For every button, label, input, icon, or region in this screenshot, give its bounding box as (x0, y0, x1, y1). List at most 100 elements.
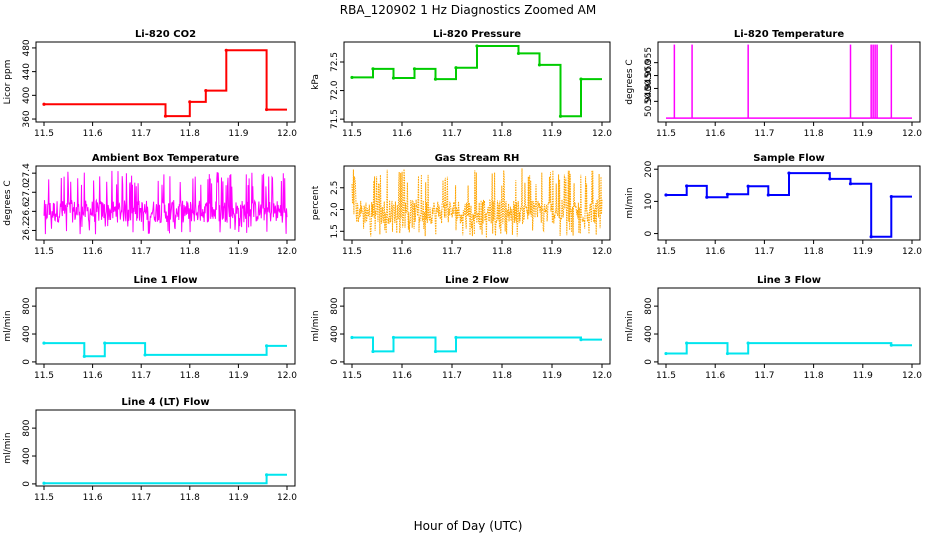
plot-frame (35, 287, 296, 365)
chart-panel: Ambient Box Temperature 11.5 11.6 11.7 11.8 1… (3, 153, 297, 257)
y-axis-label: Licor ppm (3, 60, 13, 105)
y-tick-label: 0 (22, 359, 32, 365)
series-point (103, 341, 107, 345)
series-point (163, 114, 168, 118)
x-tick-label: 11.9 (228, 247, 248, 257)
series-line (351, 168, 603, 238)
x-tick-label: 11.6 (705, 371, 725, 381)
x-tick-label: 11.8 (804, 129, 824, 139)
plot-frame (343, 287, 611, 365)
y-tick-label: 1.5 (330, 224, 340, 238)
series-point (42, 341, 46, 345)
panels: Li-820 CO2 11.5 11.6 11.7 11.8 11.9 12.0 360 400… (3, 29, 922, 503)
x-tick-label: 11.9 (853, 371, 873, 381)
y-tick-label: 50.945 (644, 73, 654, 105)
y-tick-label: 72.0 (330, 80, 340, 100)
y-tick-label: 480 (22, 39, 32, 56)
series-point (579, 77, 583, 81)
panel-title: Line 2 Flow (445, 275, 509, 286)
x-tick-label: 11.9 (542, 371, 562, 381)
series-point (746, 184, 750, 188)
series-point (869, 235, 873, 239)
x-tick-label: 12.0 (902, 247, 922, 257)
series-point (889, 194, 893, 199)
series-point (685, 184, 689, 188)
y-tick-label: 0 (22, 481, 32, 487)
x-tick-label: 11.6 (705, 247, 725, 257)
x-tick-label: 11.6 (705, 129, 725, 139)
series-point (746, 341, 750, 345)
y-tick-label: 2.5 (330, 181, 340, 195)
y-axis-label: degrees C (3, 180, 13, 225)
x-tick-label: 11.7 (442, 247, 462, 257)
x-tick-label: 11.7 (442, 129, 462, 139)
y-tick-label: 400 (22, 325, 32, 342)
y-axis-label: ml/min (625, 187, 635, 218)
series-point (725, 192, 730, 196)
y-axis-label: ml/min (3, 432, 13, 463)
x-tick-label: 11.9 (542, 129, 562, 139)
plot-frame (657, 41, 921, 123)
panel-title: Line 1 Flow (134, 275, 198, 286)
series-point (433, 77, 438, 81)
chart-panel: Li-820 CO2 11.5 11.6 11.7 11.8 11.9 12.0 360 400… (3, 29, 297, 139)
y-tick-label: 400 (22, 86, 32, 103)
y-tick-label: 200 (644, 160, 654, 177)
x-tick-label: 11.5 (342, 129, 362, 139)
y-tick-label: 800 (330, 297, 340, 314)
series-point (558, 114, 563, 118)
panel-title: Li-820 Temperature (734, 29, 844, 40)
series-point (664, 351, 668, 356)
x-tick-label: 11.5 (34, 371, 54, 381)
x-tick-label: 11.5 (34, 493, 54, 503)
x-tick-label: 11.7 (754, 247, 774, 257)
series-point (188, 100, 192, 104)
plot-frame (343, 165, 611, 241)
y-tick-label: 50.950 (644, 60, 654, 92)
y-axis-label: ml/min (3, 310, 13, 341)
series-line (352, 45, 602, 118)
chart-panel: Li-820 Temperature 11.5 11.6 11.7 11.8 11.9 12… (625, 29, 922, 139)
series-line (352, 336, 602, 353)
x-tick-label: 11.8 (492, 247, 512, 257)
x-tick-label: 11.5 (656, 247, 676, 257)
plot-frame (35, 41, 296, 123)
y-tick-label: 50.940 (644, 85, 654, 117)
y-axis-label: degrees C (625, 59, 635, 104)
series-line (44, 49, 287, 118)
x-tick-label: 11.6 (392, 247, 412, 257)
x-tick-label: 11.5 (34, 247, 54, 257)
x-tick-label: 11.5 (656, 371, 676, 381)
series-point (350, 75, 354, 80)
series-point (766, 193, 770, 197)
y-tick-label: 2.0 (330, 202, 340, 217)
x-tick-label: 11.7 (131, 371, 151, 381)
plot-frame (35, 409, 296, 487)
series-point (143, 353, 147, 357)
y-tick-label: 400 (22, 447, 32, 464)
series-line (43, 170, 288, 235)
series-point (204, 88, 208, 93)
series-point (664, 193, 668, 197)
x-tick-label: 11.7 (131, 129, 151, 139)
y-tick-label: 800 (22, 297, 32, 314)
panel-title: Li-820 CO2 (135, 29, 196, 40)
x-tick-label: 11.9 (228, 493, 248, 503)
series-line (666, 342, 912, 355)
series-point (454, 66, 458, 70)
x-tick-label: 11.8 (492, 129, 512, 139)
x-tick-label: 11.9 (542, 247, 562, 257)
x-tick-label: 11.9 (228, 371, 248, 381)
series-point (42, 102, 46, 106)
x-tick-label: 11.7 (131, 247, 151, 257)
series-point (705, 195, 709, 199)
chart-panel: Sample Flow 11.5 11.6 11.7 11.8 11.9 12.0 0 100 2… (625, 153, 922, 257)
x-tick-label: 12.0 (277, 129, 297, 139)
y-axis-label: kPa (311, 74, 321, 90)
x-tick-label: 12.0 (277, 247, 297, 257)
x-tick-label: 11.7 (754, 129, 774, 139)
series-point (264, 473, 269, 477)
x-tick-label: 12.0 (592, 371, 612, 381)
x-tick-label: 11.6 (392, 371, 412, 381)
